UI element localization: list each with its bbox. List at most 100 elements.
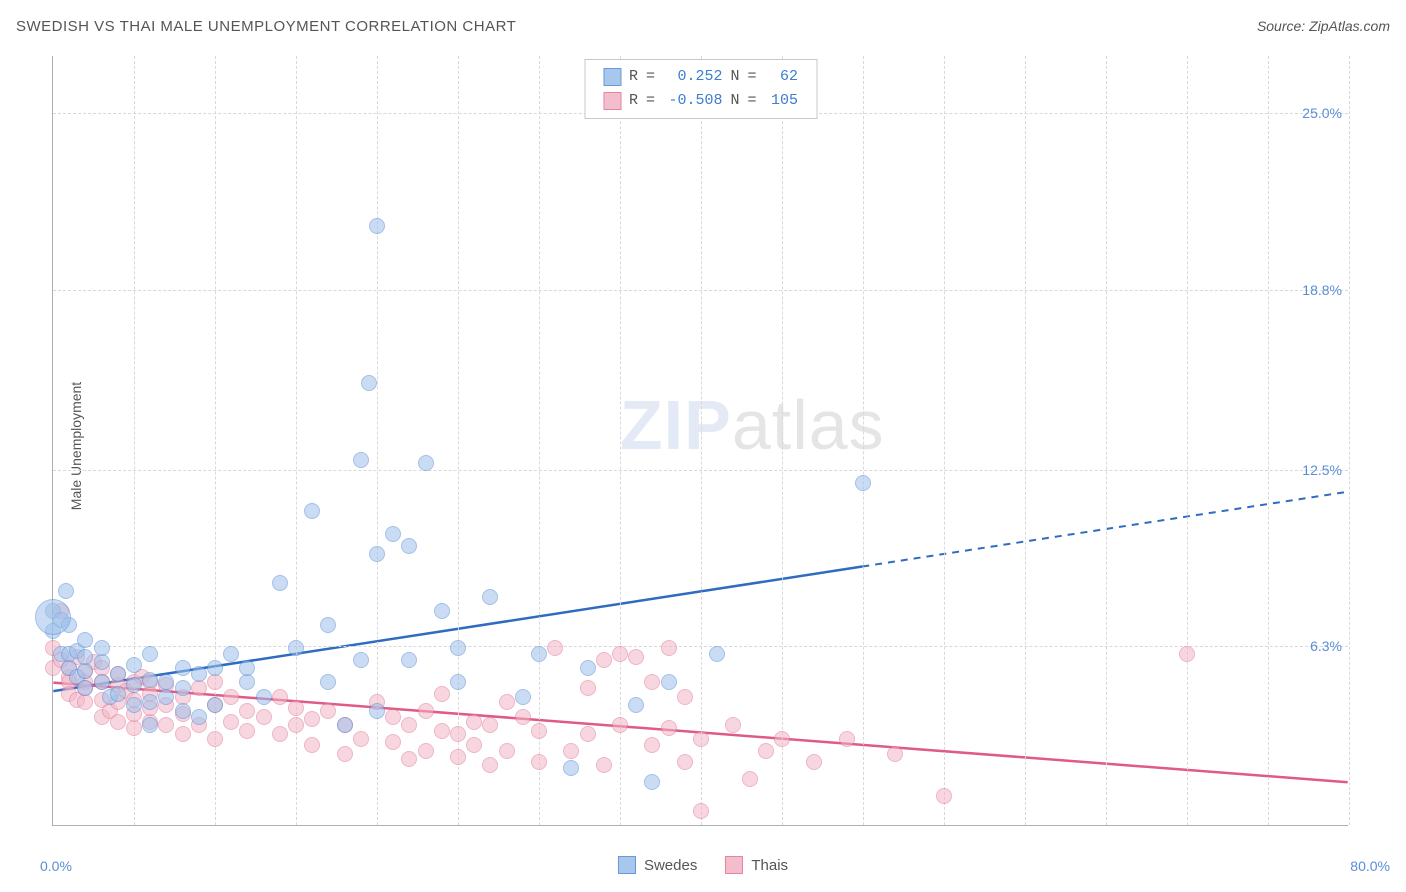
stats-legend: R = 0.252 N = 62 R = -0.508 N = 105 [584,59,817,119]
point-swedes [158,674,174,690]
point-swedes [628,697,644,713]
point-swedes [450,640,466,656]
point-thais [272,726,288,742]
point-thais [126,720,142,736]
point-swedes [369,218,385,234]
point-swedes [77,632,93,648]
point-thais [288,700,304,716]
point-thais [239,723,255,739]
point-thais [742,771,758,787]
r-label: R = [629,65,655,89]
point-thais [531,723,547,739]
point-thais [499,743,515,759]
point-swedes [855,475,871,491]
n-label: N = [731,65,757,89]
point-thais [288,717,304,733]
legend-label-swedes: Swedes [644,857,697,874]
point-swedes [110,666,126,682]
point-swedes [126,657,142,673]
plot-area: ZIPatlas R = 0.252 N = 62 R = -0.508 N =… [52,56,1348,826]
point-swedes [709,646,725,662]
stats-row-thais: R = -0.508 N = 105 [603,89,798,113]
point-swedes [320,674,336,690]
point-thais [499,694,515,710]
point-thais [677,754,693,770]
source-label: Source: ZipAtlas.com [1257,18,1390,34]
swatch-thais-icon [725,856,743,874]
point-thais [693,803,709,819]
point-swedes [126,677,142,693]
swatch-swedes-icon [618,856,636,874]
point-thais [725,717,741,733]
n-label: N = [731,89,757,113]
point-thais [223,714,239,730]
point-thais [337,746,353,762]
point-thais [418,743,434,759]
gridline-v [620,56,621,825]
y-tick-label: 18.8% [1302,282,1342,298]
point-swedes [142,694,158,710]
point-thais [207,674,223,690]
point-swedes [401,538,417,554]
gridline-v [863,56,864,825]
chart-title: SWEDISH VS THAI MALE UNEMPLOYMENT CORREL… [16,18,516,35]
point-swedes [272,575,288,591]
point-swedes [369,703,385,719]
legend-label-thais: Thais [751,857,788,874]
point-swedes [580,660,596,676]
point-thais [531,754,547,770]
point-thais [77,694,93,710]
point-thais [677,689,693,705]
point-thais [239,703,255,719]
point-thais [612,646,628,662]
point-swedes [515,689,531,705]
y-tick-label: 6.3% [1310,638,1342,654]
gridline-v [1187,56,1188,825]
point-thais [401,717,417,733]
r-label: R = [629,89,655,113]
point-swedes [563,760,579,776]
point-thais [450,749,466,765]
point-swedes [304,503,320,519]
point-swedes [77,680,93,696]
point-thais [385,709,401,725]
point-thais [482,757,498,773]
point-swedes [223,646,239,662]
point-swedes [77,663,93,679]
point-thais [515,709,531,725]
point-swedes [239,674,255,690]
swatch-thais-icon [603,92,621,110]
point-swedes [401,652,417,668]
point-thais [839,731,855,747]
n-value-swedes: 62 [764,65,798,89]
x-min-label: 0.0% [40,858,72,874]
point-thais [758,743,774,759]
point-swedes [207,697,223,713]
legend-item-swedes: Swedes [618,856,697,874]
point-thais [191,680,207,696]
point-thais [418,703,434,719]
point-thais [223,689,239,705]
point-thais [482,717,498,733]
stats-row-swedes: R = 0.252 N = 62 [603,65,798,89]
gridline-v [944,56,945,825]
point-swedes [175,703,191,719]
point-swedes [337,717,353,733]
point-thais [434,686,450,702]
point-swedes [256,689,272,705]
point-thais [806,754,822,770]
point-thais [175,726,191,742]
point-swedes [207,660,223,676]
point-swedes [142,646,158,662]
chart-container: SWEDISH VS THAI MALE UNEMPLOYMENT CORREL… [0,0,1406,892]
point-swedes [320,617,336,633]
point-swedes [482,589,498,605]
point-swedes [531,646,547,662]
point-swedes [353,652,369,668]
x-max-label: 80.0% [1350,858,1390,874]
gridline-v [1268,56,1269,825]
point-thais [272,689,288,705]
gridline-v [782,56,783,825]
gridline-v [1106,56,1107,825]
point-swedes [126,697,142,713]
